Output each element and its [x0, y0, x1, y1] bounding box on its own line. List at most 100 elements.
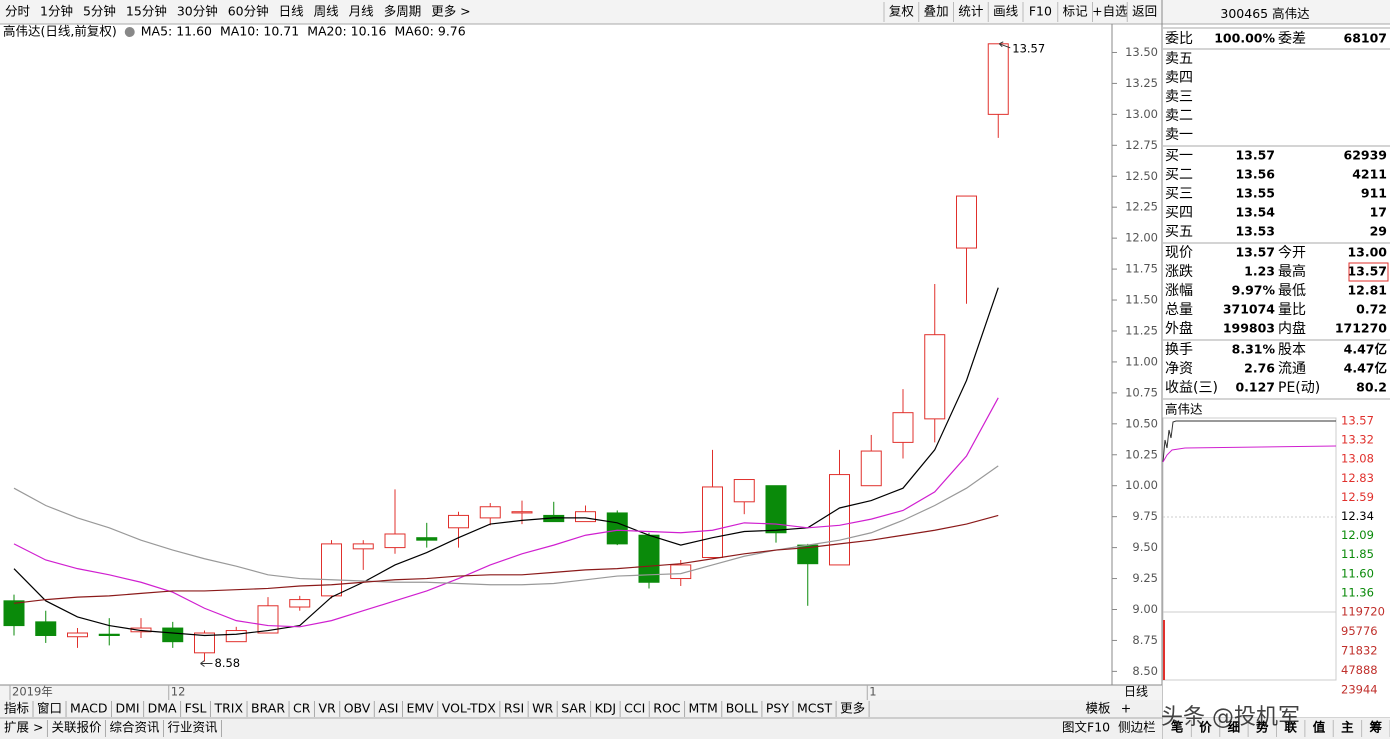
quote-value: 100.00%: [1214, 31, 1275, 46]
indicator-tab[interactable]: BOLL: [726, 701, 758, 716]
quote-label: 买一: [1165, 148, 1193, 164]
bottom-bar-bg: [0, 700, 1162, 739]
side-tab[interactable]: 价: [1199, 720, 1212, 735]
toolbar-button[interactable]: 叠加: [924, 4, 949, 19]
side-tab[interactable]: 笔: [1170, 720, 1184, 735]
indicator-tab[interactable]: VOL-TDX: [442, 701, 497, 716]
indicator-tab[interactable]: 窗口: [37, 701, 62, 716]
y-tick-label: 11.50: [1125, 293, 1158, 307]
indicator-tab[interactable]: ASI: [378, 701, 398, 716]
period-tab[interactable]: 月线: [349, 4, 375, 19]
tab-right-button[interactable]: +: [1121, 701, 1131, 716]
y-tick-label: 11.25: [1125, 323, 1158, 337]
mini-price-tick: 13.57: [1341, 414, 1374, 428]
indicator-tab[interactable]: 指标: [4, 701, 29, 716]
toolbar-button[interactable]: 复权: [889, 4, 915, 19]
toolbar-button[interactable]: F10: [1029, 4, 1052, 19]
indicator-tab[interactable]: KDJ: [595, 701, 617, 716]
toolbar-button[interactable]: +自选: [1092, 4, 1128, 19]
quote-value: 29: [1370, 224, 1387, 239]
candle-body: [448, 514, 469, 529]
indicator-tab[interactable]: MACD: [70, 701, 107, 716]
indicator-tab[interactable]: TRIX: [213, 701, 243, 716]
side-tab[interactable]: 势: [1256, 720, 1269, 735]
quote-value: 17: [1370, 205, 1387, 220]
side-tab[interactable]: 细: [1228, 720, 1241, 735]
quote-value: 68107: [1344, 31, 1388, 46]
candle-body: [98, 633, 120, 636]
highlight-box: [1348, 262, 1389, 282]
footer-tab[interactable]: 综合资讯: [109, 720, 160, 735]
x-tick-label: 12: [171, 685, 186, 699]
mini-price-tick: 12.59: [1341, 490, 1374, 504]
quote-value: 9.97%: [1232, 283, 1276, 298]
period-tab[interactable]: 60分钟: [228, 4, 269, 19]
quote-value: 13.53: [1235, 224, 1275, 239]
ma-label: MA5: 11.60: [141, 24, 212, 39]
ma-line: [13, 287, 999, 637]
quote-label: 量比: [1278, 302, 1306, 318]
indicator-tab[interactable]: PSY: [766, 701, 789, 716]
period-tab[interactable]: 多周期: [384, 4, 422, 19]
quote-label: 净资: [1165, 361, 1193, 377]
tab-right-button[interactable]: 模板: [1085, 701, 1111, 716]
footer-tab[interactable]: 扩展 >: [4, 720, 43, 735]
footer-tab[interactable]: 行业资讯: [167, 720, 218, 735]
side-tab[interactable]: 主: [1341, 720, 1354, 735]
ma-line: [13, 465, 999, 586]
period-tab[interactable]: 分时: [5, 4, 31, 19]
quote-label: 换手: [1165, 341, 1193, 358]
indicator-tab[interactable]: EMV: [407, 701, 435, 716]
indicator-tab[interactable]: MTM: [689, 701, 718, 716]
quote-value: 13.54: [1235, 205, 1275, 220]
x-tick-label: 2019年: [12, 685, 53, 699]
indicator-tab[interactable]: MCST: [797, 701, 832, 716]
indicator-tab[interactable]: RSI: [504, 701, 524, 716]
max-arrow: [998, 41, 1011, 49]
mini-price-tick: 12.09: [1341, 528, 1374, 542]
period-tab[interactable]: 5分钟: [83, 4, 116, 19]
footer-tab[interactable]: 关联报价: [51, 720, 102, 735]
quote-label: 卖五: [1165, 51, 1193, 67]
indicator-tab[interactable]: DMA: [148, 701, 177, 716]
footer-right-tab[interactable]: 侧边栏: [1118, 720, 1156, 735]
side-tab[interactable]: 值: [1313, 720, 1326, 735]
mini-volume-tick: 71832: [1341, 644, 1378, 658]
toolbar-button[interactable]: 统计: [958, 4, 983, 19]
ma-label: MA20: 10.16: [307, 24, 386, 39]
mini-avg-line: [1162, 445, 1337, 463]
toolbar-button[interactable]: 标记: [1063, 4, 1089, 19]
indicator-tab[interactable]: OBV: [344, 701, 371, 716]
quote-label: PE(动): [1278, 380, 1320, 396]
period-tab[interactable]: 日线: [279, 4, 305, 19]
indicator-tab[interactable]: CR: [293, 701, 311, 716]
indicator-tab[interactable]: BRAR: [251, 701, 285, 716]
period-tab[interactable]: 15分钟: [126, 4, 167, 19]
period-tab[interactable]: 30分钟: [177, 4, 218, 19]
side-tab[interactable]: 筹: [1370, 720, 1383, 735]
period-tab[interactable]: 周线: [314, 4, 340, 19]
candle-body: [321, 543, 342, 597]
indicator-tab[interactable]: ROC: [653, 701, 681, 716]
indicator-tab[interactable]: 更多: [840, 701, 865, 716]
mini-price-tick: 11.85: [1341, 547, 1374, 561]
quote-value: 80.2: [1356, 380, 1387, 395]
period-tab[interactable]: 更多 >: [431, 4, 470, 19]
quote-value: 0.127: [1235, 380, 1275, 395]
indicator-tab[interactable]: VR: [318, 701, 336, 716]
settings-icon[interactable]: [124, 27, 135, 37]
side-tab[interactable]: 联: [1284, 720, 1297, 735]
footer-right-tab[interactable]: 图文F10: [1062, 720, 1110, 735]
indicator-tab[interactable]: FSL: [185, 701, 207, 716]
indicator-tab[interactable]: CCI: [624, 701, 645, 716]
toolbar-button[interactable]: 画线: [993, 4, 1019, 19]
y-tick-label: 9.00: [1132, 602, 1158, 616]
y-tick-label: 9.50: [1132, 540, 1158, 554]
quote-value: 13.57: [1235, 245, 1275, 260]
indicator-tab[interactable]: WR: [532, 701, 553, 716]
indicator-tab[interactable]: DMI: [116, 701, 140, 716]
indicator-tab[interactable]: SAR: [561, 701, 587, 716]
period-tab[interactable]: 1分钟: [40, 4, 73, 19]
toolbar-button[interactable]: 返回: [1132, 4, 1157, 19]
quote-label: 买二: [1165, 167, 1193, 183]
